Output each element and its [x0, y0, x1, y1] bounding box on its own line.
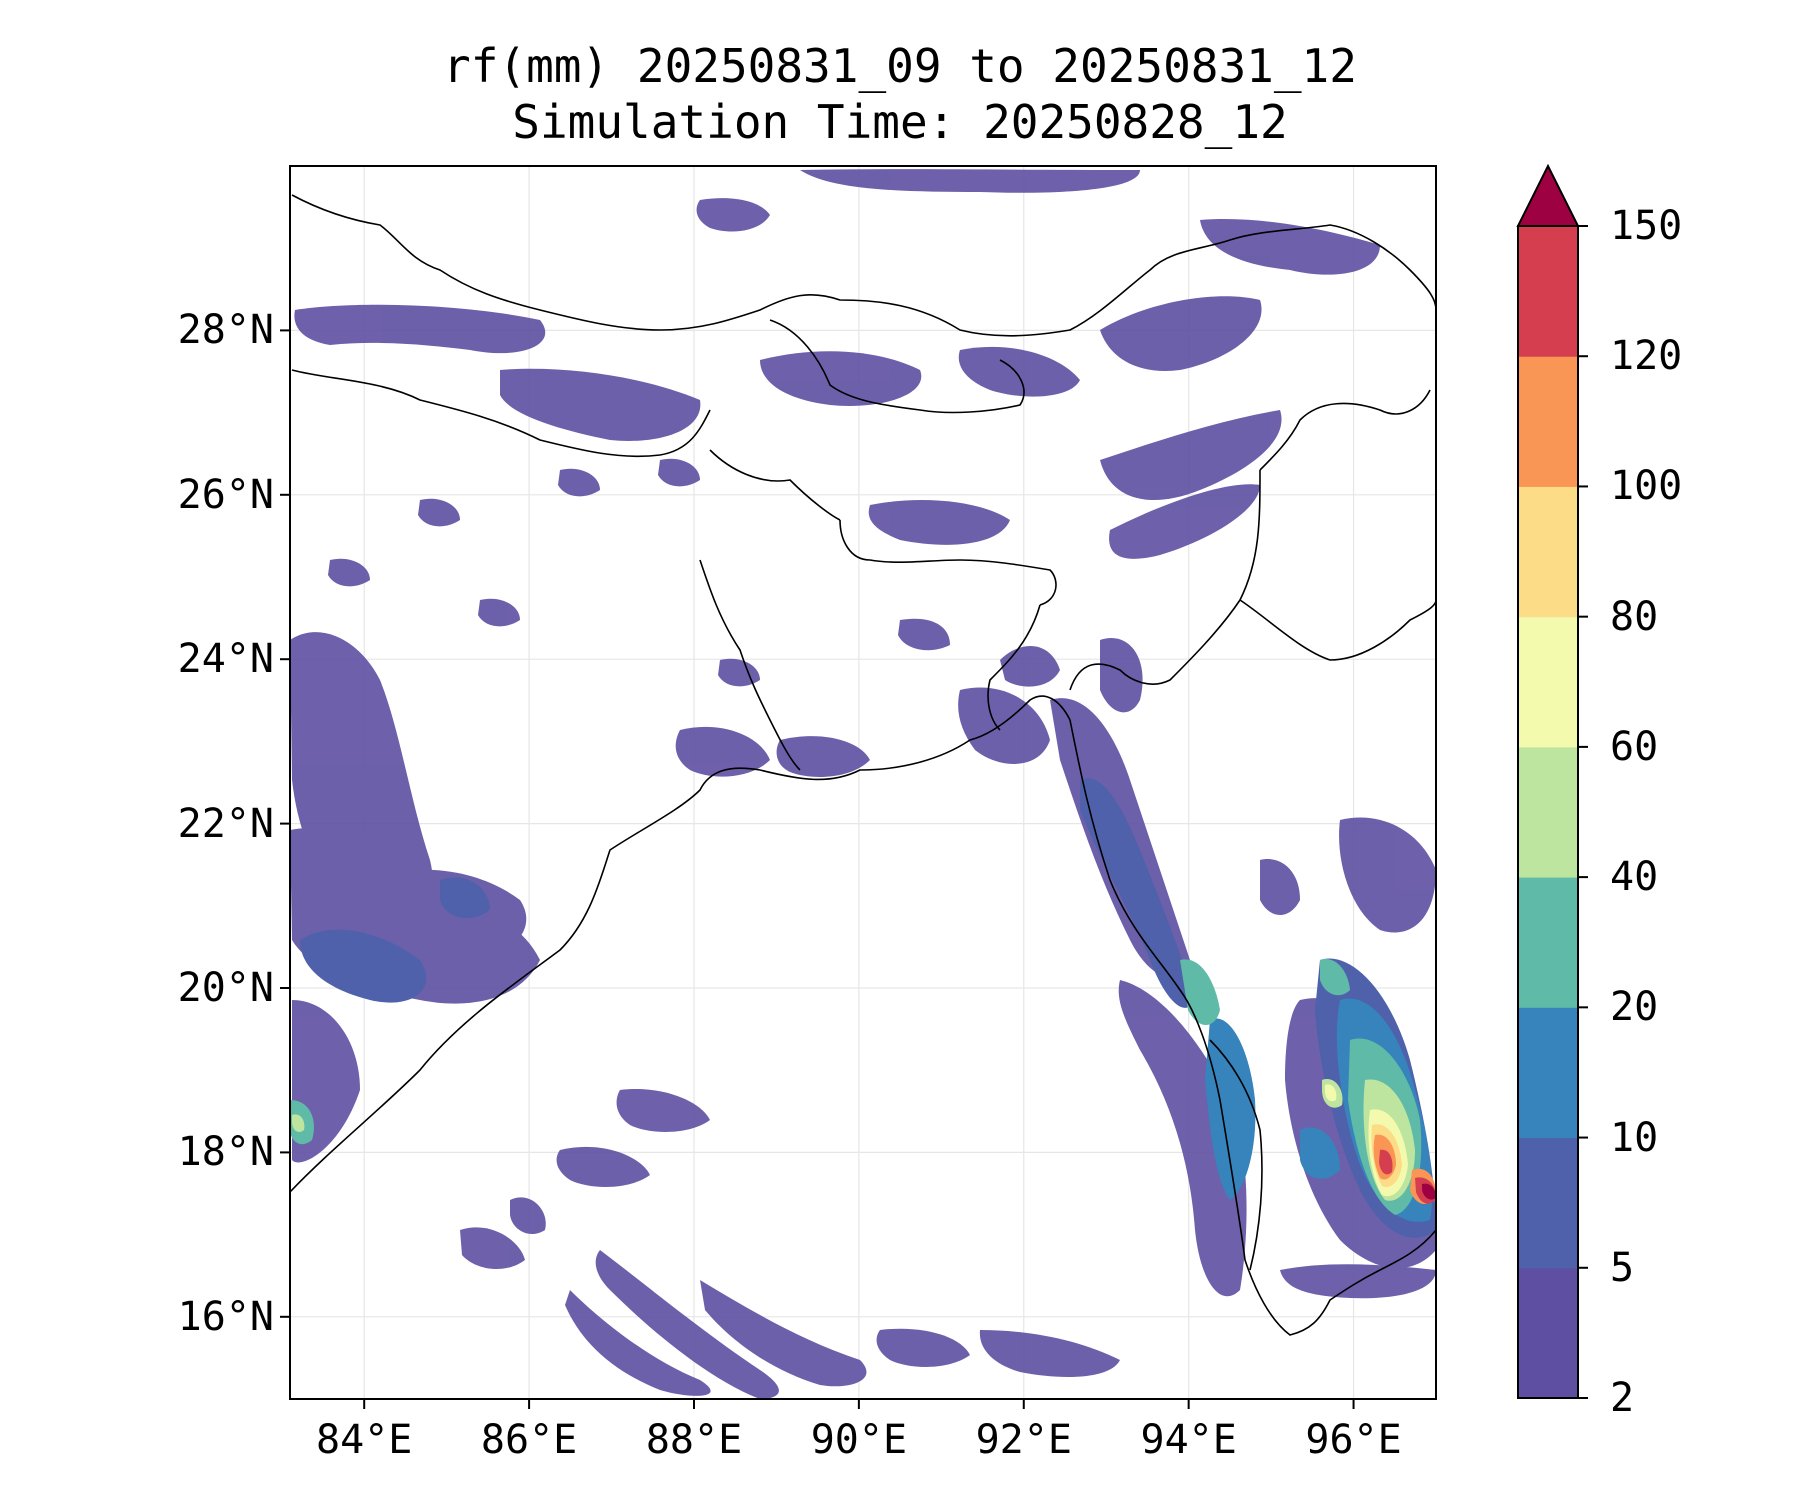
colorbar-segment: [1518, 1137, 1578, 1269]
colorbar-segment: [1518, 486, 1578, 618]
axis-tick-marks: [280, 329, 1355, 1409]
colorbar-segment: [1518, 746, 1578, 878]
colorbar-segment: [1518, 877, 1578, 1008]
y-tick-label: 22°N: [177, 800, 274, 847]
colorbar-segment: [1518, 226, 1578, 357]
y-tick-label: 24°N: [177, 636, 274, 683]
rainfall-field: [290, 169, 1436, 1399]
rainfall-2-5mm: [290, 169, 1436, 1399]
map-area: [280, 165, 1437, 1409]
map-background: [290, 166, 1436, 1399]
colorbar-tick-label: 5: [1610, 1244, 1635, 1291]
colorbar-tick-label: 120: [1610, 333, 1683, 380]
x-tick-label: 94°E: [1140, 1417, 1237, 1463]
colorbar-segment: [1518, 616, 1578, 748]
map-frame: [289, 165, 1437, 1400]
x-tick-label: 90°E: [810, 1417, 908, 1463]
colorbar-tick-label: 100: [1610, 463, 1683, 510]
x-tick-label: 96°E: [1305, 1417, 1402, 1463]
colorbar-tick-label: 40: [1610, 854, 1659, 901]
map-subtitle: Simulation Time: 20250828_12: [512, 95, 1288, 149]
colorbar-tick-label: 60: [1610, 723, 1659, 770]
y-tick-label: 20°N: [177, 965, 274, 1011]
colorbar-tick-label: 150: [1610, 203, 1683, 249]
x-tick-label: 84°E: [316, 1417, 413, 1463]
colorbar-segment: [1518, 1267, 1578, 1399]
colorbar-tick-label: 80: [1610, 593, 1659, 640]
y-tick-label: 16°N: [177, 1293, 274, 1340]
colorbar-tick-label: 10: [1610, 1114, 1659, 1161]
colorbar-extend-arrow: [1516, 163, 1580, 227]
coastlines-and-borders: [290, 194, 1436, 1336]
x-tick-label: 86°E: [480, 1417, 578, 1463]
y-tick-label: 28°N: [177, 307, 274, 354]
rainfall-over-150mm: [1422, 1183, 1436, 1200]
colorbar-segment: [1518, 356, 1578, 487]
colorbar-frame: [1517, 225, 1579, 1399]
map-title: rf(mm) 20250831_09 to 20250831_12: [443, 39, 1357, 93]
x-tick-label: 88°E: [645, 1417, 743, 1463]
y-tick-label: 18°N: [177, 1129, 274, 1176]
x-tick-label: 92°E: [975, 1417, 1072, 1463]
colorbar-tick-label: 20: [1610, 984, 1659, 1031]
colorbar: [1516, 163, 1588, 1399]
y-tick-label: 26°N: [177, 471, 274, 518]
colorbar-segment: [1518, 1007, 1578, 1139]
colorbar-tick-label: 2: [1610, 1375, 1635, 1421]
